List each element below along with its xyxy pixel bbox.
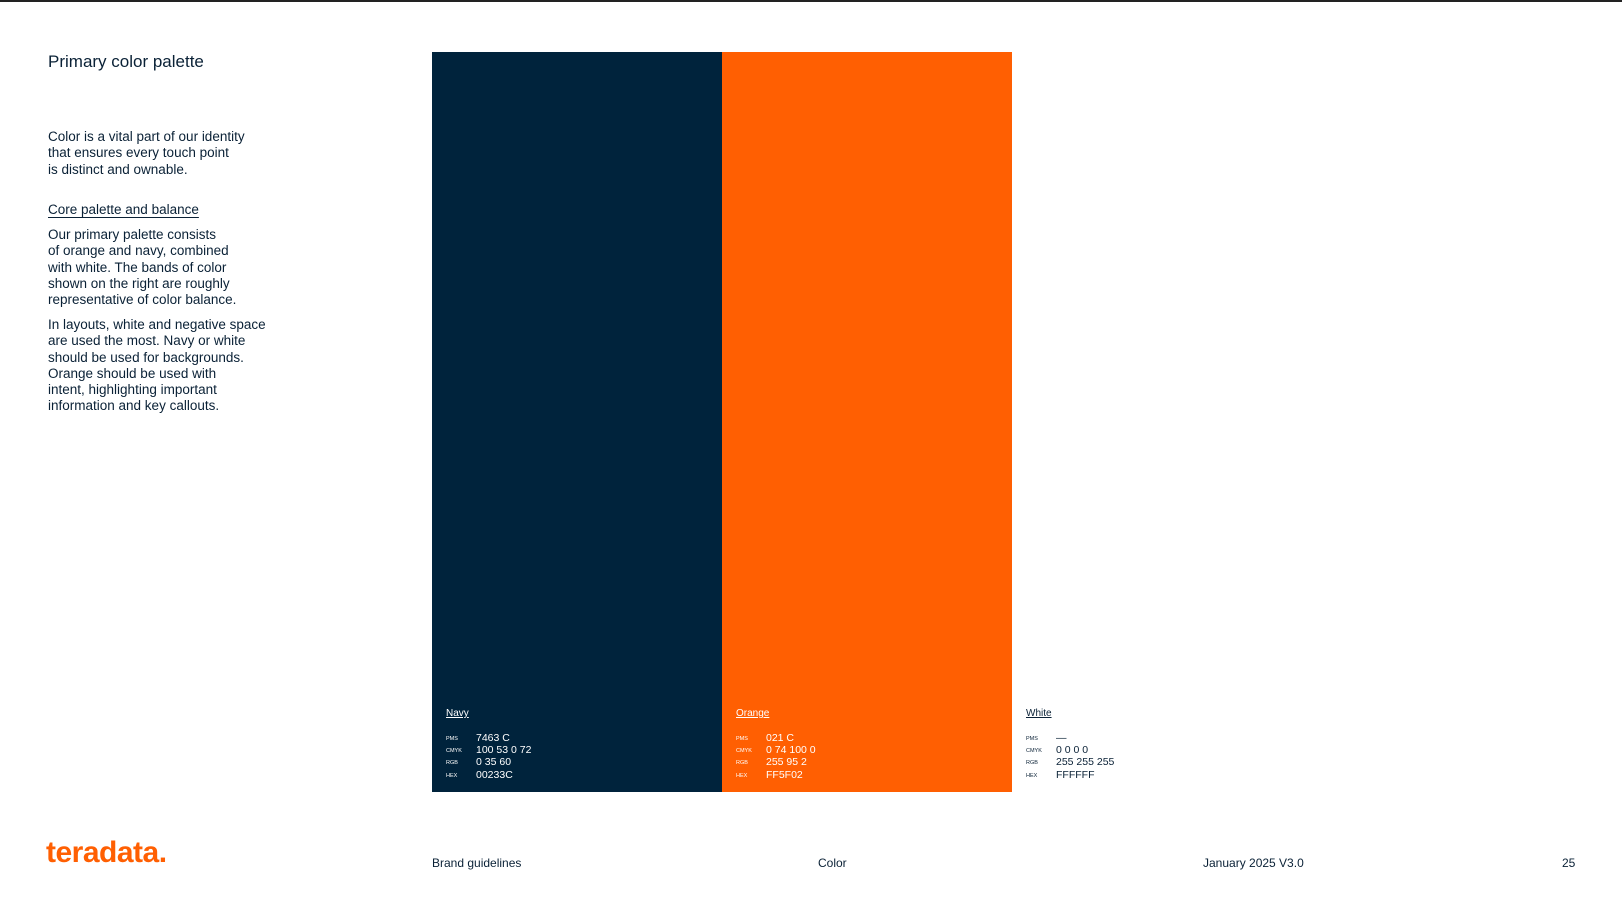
spec-value: 100 53 0 72 <box>476 744 532 756</box>
text-line: Orange should be used with <box>48 365 217 381</box>
spec-value: 255 95 2 <box>766 756 807 768</box>
spec-value: 255 255 255 <box>1056 756 1115 768</box>
text-line: In layouts, white and negative space <box>48 317 266 332</box>
spec-label: HEX <box>446 773 458 779</box>
paragraph: Our primary palette consists of orange an… <box>48 227 236 308</box>
spec-label: CMYK <box>446 748 462 754</box>
swatch-name: Navy <box>446 708 469 719</box>
text-line: are used the most. Navy or white <box>48 333 246 349</box>
text-line: is distinct and ownable. <box>48 161 188 177</box>
page-number: 25 <box>1562 856 1576 870</box>
spec-value: — <box>1056 732 1067 744</box>
logo: teradata. <box>46 836 167 869</box>
spec-label: RGB <box>1026 760 1038 766</box>
text-line: with white. The bands of color <box>48 259 227 275</box>
spec-label: PMS <box>446 736 458 742</box>
footer-section: Color <box>818 856 847 870</box>
color-band <box>432 52 722 792</box>
spec-value: FFFFFF <box>1056 769 1095 781</box>
spec-value: 0 0 0 0 <box>1056 744 1089 756</box>
title: Primary color palette <box>48 52 204 71</box>
text-line: that ensures every touch point <box>48 145 229 161</box>
text-line: of orange and navy, combined <box>48 243 229 259</box>
text-line: shown on the right are roughly <box>48 275 230 291</box>
spec-value: 0 74 100 0 <box>766 744 816 756</box>
spec-value: FF5F02 <box>766 769 803 781</box>
text-line: Our primary palette consists <box>48 227 217 242</box>
spec-label: RGB <box>736 760 748 766</box>
subheading: Core palette and balance <box>48 202 199 217</box>
text-line: should be used for backgrounds. <box>48 349 244 365</box>
spec-label: CMYK <box>1026 748 1042 754</box>
spec-value: 021 C <box>766 732 795 744</box>
paragraph: In layouts, white and negative space are … <box>48 317 266 415</box>
color-band <box>1012 52 1302 792</box>
spec-label: RGB <box>446 760 458 766</box>
color-band <box>722 52 1012 792</box>
text-line: Color is a vital part of our identity <box>48 129 245 144</box>
spec-value: 7463 C <box>476 732 510 744</box>
top-rule <box>0 0 1622 2</box>
swatch-name: White <box>1026 708 1052 719</box>
spec-value: 0 35 60 <box>476 756 512 768</box>
text-line: intent, highlighting important <box>48 382 217 398</box>
spec-label: PMS <box>736 736 748 742</box>
spec-value: 00233C <box>476 769 513 781</box>
spec-label: CMYK <box>736 748 752 754</box>
intro: Color is a vital part of our identity tha… <box>48 129 245 178</box>
text-line: information and key callouts. <box>48 398 220 414</box>
spec-label: HEX <box>1026 773 1038 779</box>
text-line: representative of color balance. <box>48 292 237 308</box>
spec-label: PMS <box>1026 736 1038 742</box>
footer-document: Brand guidelines <box>432 856 522 870</box>
footer-date: January 2025 V3.0 <box>1203 856 1304 870</box>
spec-label: HEX <box>736 773 748 779</box>
swatch-name: Orange <box>736 708 770 719</box>
